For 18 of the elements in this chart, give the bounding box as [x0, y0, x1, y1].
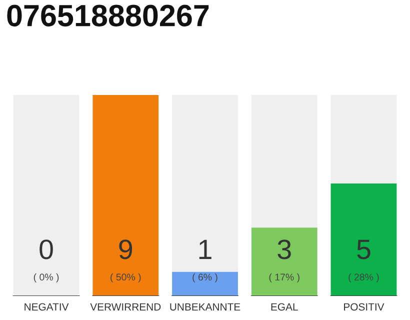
chart-title: 076518880267 — [7, 4, 209, 26]
data-label: ( 6% ) — [192, 273, 218, 282]
x-tick-label: VERWIRREND — [90, 303, 161, 310]
bar — [92, 95, 159, 296]
annotation: 9 — [119, 240, 132, 260]
x-tick-label: POSITIV — [344, 303, 384, 311]
data-label: ( 17% ) — [269, 273, 300, 282]
data-label: ( 50% ) — [110, 273, 141, 282]
data-label: ( 28% ) — [348, 273, 379, 282]
annotation: 5 — [357, 240, 370, 260]
annotation: 1 — [199, 240, 212, 259]
annotation: 0 — [40, 240, 53, 260]
x-tick-label: UNBEKANNTE — [170, 303, 240, 311]
annotation: 3 — [278, 240, 291, 260]
x-tick-label: EGAL — [271, 303, 298, 311]
x-tick-label: NEGATIV — [24, 303, 69, 311]
data-label: ( 0% ) — [34, 273, 59, 282]
bar — [172, 272, 238, 296]
